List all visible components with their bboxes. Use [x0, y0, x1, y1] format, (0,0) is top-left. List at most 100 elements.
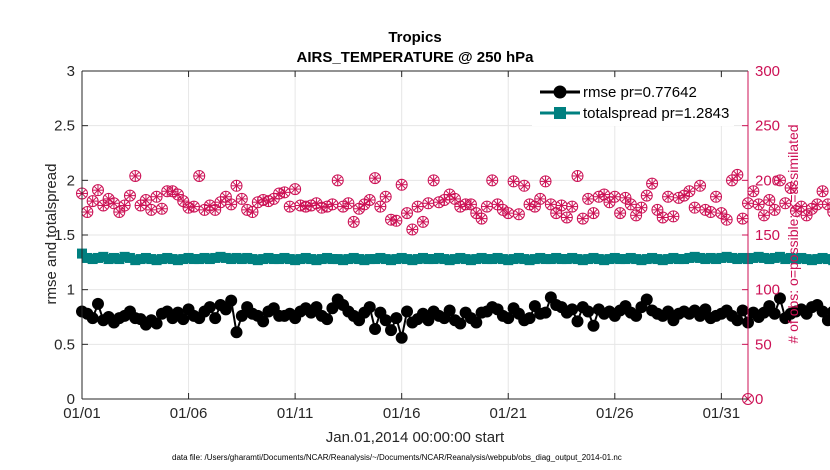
- totalspread-marker: [593, 254, 604, 265]
- totalspread-marker: [764, 254, 775, 265]
- totalspread-marker: [183, 252, 194, 263]
- totalspread-marker: [306, 254, 317, 265]
- rmse-marker: [736, 304, 749, 317]
- obs-count-marker: [390, 214, 403, 227]
- rmse-marker: [326, 302, 339, 315]
- obs-count-marker: [534, 192, 547, 205]
- totalspread-marker: [215, 251, 226, 262]
- rmse-marker: [150, 317, 163, 330]
- legend-spread-label: totalspread pr=1.2843: [583, 105, 729, 122]
- y2-tick-label: 150: [755, 227, 780, 244]
- obs-count-marker: [566, 200, 579, 213]
- totalspread-marker: [402, 254, 413, 265]
- chart-subtitle: AIRS_TEMPERATURE @ 250 hPa: [297, 49, 535, 66]
- totalspread-marker: [231, 252, 242, 263]
- rmse-marker: [662, 305, 675, 318]
- totalspread-marker: [423, 254, 434, 265]
- totalspread-marker: [545, 254, 556, 265]
- totalspread-marker: [620, 254, 631, 265]
- totalspread-marker: [252, 255, 263, 266]
- obs-count-marker: [640, 189, 653, 202]
- legend-rmse-label: rmse pr=0.77642: [583, 84, 697, 101]
- rmse-marker: [395, 331, 408, 344]
- totalspread-marker: [108, 252, 119, 263]
- x-tick-label: 01/31: [703, 405, 741, 422]
- totalspread-marker: [705, 252, 716, 263]
- obs-count-marker: [768, 203, 781, 216]
- rmse-marker: [385, 324, 398, 337]
- totalspread-marker: [519, 254, 530, 265]
- totalspread-marker: [497, 254, 508, 265]
- totalspread-marker: [407, 255, 418, 266]
- totalspread-marker: [828, 255, 830, 266]
- y2-axis-label: # of obs: o=possible; ×=assimilated: [785, 124, 801, 343]
- totalspread-marker: [817, 252, 828, 263]
- rmse-marker: [369, 323, 382, 336]
- rmse-marker: [310, 301, 323, 314]
- obs-count-marker: [246, 206, 259, 219]
- obs-count-marker: [651, 203, 664, 216]
- totalspread-marker: [790, 254, 801, 265]
- totalspread-marker: [625, 252, 636, 263]
- obs-count-marker: [656, 211, 669, 224]
- obs-count-marker: [411, 200, 424, 213]
- totalspread-marker: [599, 255, 610, 266]
- totalspread-marker: [572, 254, 583, 265]
- obs-count-marker: [155, 202, 168, 215]
- totalspread-marker: [748, 252, 759, 263]
- totalspread-marker: [806, 255, 817, 266]
- obs-count-marker: [757, 209, 770, 222]
- totalspread-marker: [503, 255, 514, 266]
- totalspread-marker: [641, 254, 652, 265]
- totalspread-marker: [428, 254, 439, 265]
- chart-title: Tropics: [388, 29, 441, 46]
- totalspread-marker: [769, 252, 780, 263]
- totalspread-marker: [609, 252, 620, 263]
- y-tick-label: 0.5: [54, 336, 75, 353]
- obs-count-marker: [731, 168, 744, 181]
- obs-count-marker: [683, 185, 696, 198]
- totalspread-marker: [588, 252, 599, 263]
- obs-count-marker: [193, 169, 206, 182]
- x-axis-label: Jan.01,2014 00:00:00 start: [326, 429, 505, 446]
- totalspread-marker: [167, 254, 178, 265]
- obs-count-marker: [704, 206, 717, 219]
- obs-count-marker: [630, 209, 643, 222]
- totalspread-marker: [556, 254, 567, 265]
- rmse-marker: [177, 313, 190, 326]
- y2-tick-label: 300: [755, 63, 780, 80]
- obs-count-marker: [550, 207, 563, 220]
- obs-count-marker: [187, 200, 200, 213]
- obs-count-marker: [576, 212, 589, 225]
- obs-count-marker: [635, 201, 648, 214]
- obs-count-marker: [816, 185, 829, 198]
- obs-count-marker: [646, 177, 659, 190]
- totalspread-marker: [140, 252, 151, 263]
- y2-tick-label: 250: [755, 118, 780, 135]
- obs-count-marker: [374, 200, 387, 213]
- totalspread-marker: [332, 254, 343, 265]
- totalspread-marker: [774, 251, 785, 262]
- totalspread-marker: [449, 254, 460, 265]
- obs-count-marker: [512, 208, 525, 221]
- totalspread-marker: [684, 252, 695, 263]
- rmse-marker: [699, 303, 712, 316]
- obs-count-marker: [401, 207, 414, 220]
- totalspread-marker: [551, 252, 562, 263]
- rmse-marker: [821, 314, 830, 327]
- rmse-marker: [401, 305, 414, 318]
- rmse-marker: [454, 317, 467, 330]
- totalspread-marker: [535, 252, 546, 263]
- totalspread-marker: [322, 252, 333, 263]
- totalspread-marker: [263, 252, 274, 263]
- x-tick-label: 01/01: [63, 405, 101, 422]
- rmse-marker: [209, 312, 222, 325]
- obs-count-marker: [624, 198, 637, 211]
- obs-count-marker: [278, 186, 291, 199]
- totalspread-marker: [668, 252, 679, 263]
- obs-count-marker: [86, 195, 99, 208]
- obs-count-marker: [342, 197, 355, 210]
- totalspread-marker: [481, 254, 492, 265]
- obs-count-marker: [379, 190, 392, 203]
- totalspread-marker: [82, 252, 93, 263]
